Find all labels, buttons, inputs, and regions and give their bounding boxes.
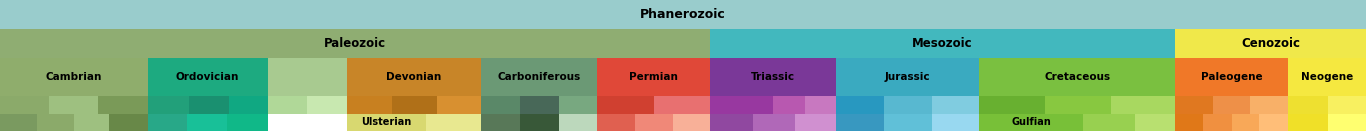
Bar: [0, 29, 710, 58]
Bar: [1259, 114, 1288, 131]
Bar: [710, 58, 836, 96]
Bar: [597, 96, 654, 114]
Bar: [979, 114, 1083, 131]
Bar: [932, 114, 979, 131]
Bar: [0, 96, 49, 114]
Bar: [654, 96, 710, 114]
Bar: [520, 114, 559, 131]
Bar: [673, 114, 710, 131]
Bar: [392, 96, 437, 114]
Text: Ordovician: Ordovician: [176, 72, 239, 82]
Bar: [109, 114, 148, 131]
Text: Devonian: Devonian: [387, 72, 441, 82]
Bar: [187, 114, 227, 131]
Bar: [1203, 114, 1232, 131]
Bar: [1083, 114, 1135, 131]
Bar: [227, 114, 268, 131]
Bar: [805, 96, 836, 114]
Bar: [347, 96, 392, 114]
Bar: [0, 114, 37, 131]
Bar: [268, 96, 307, 114]
Bar: [1111, 96, 1175, 114]
Bar: [0, 58, 148, 96]
Bar: [1175, 58, 1288, 96]
Text: Jurassic: Jurassic: [885, 72, 930, 82]
Bar: [1288, 114, 1328, 131]
Bar: [1250, 96, 1288, 114]
Text: Triassic: Triassic: [751, 72, 795, 82]
Bar: [1328, 96, 1366, 114]
Bar: [836, 96, 884, 114]
Bar: [559, 114, 597, 131]
Bar: [1175, 29, 1366, 58]
Bar: [932, 96, 979, 114]
Bar: [481, 114, 520, 131]
Bar: [773, 96, 805, 114]
Bar: [347, 58, 481, 96]
Bar: [884, 96, 932, 114]
Text: Cenozoic: Cenozoic: [1240, 37, 1300, 50]
Text: Paleozoic: Paleozoic: [324, 37, 387, 50]
Bar: [347, 114, 426, 131]
Bar: [437, 96, 481, 114]
Bar: [1213, 96, 1250, 114]
Bar: [307, 96, 347, 114]
Text: Carboniferous: Carboniferous: [497, 72, 581, 82]
Bar: [1232, 114, 1259, 131]
Text: Permian: Permian: [630, 72, 678, 82]
Bar: [520, 96, 559, 114]
Bar: [979, 58, 1175, 96]
Bar: [1045, 96, 1111, 114]
Bar: [481, 96, 520, 114]
Bar: [481, 58, 597, 96]
Bar: [0, 0, 1366, 29]
Bar: [189, 96, 229, 114]
Text: Phanerozoic: Phanerozoic: [641, 8, 725, 21]
Bar: [1328, 114, 1366, 131]
Text: Ulsterian: Ulsterian: [362, 118, 411, 127]
Bar: [979, 96, 1045, 114]
Bar: [1135, 114, 1175, 131]
Bar: [795, 114, 836, 131]
Text: Cretaceous: Cretaceous: [1044, 72, 1111, 82]
Text: Gulfian: Gulfian: [1011, 118, 1052, 127]
Bar: [753, 114, 795, 131]
Bar: [710, 96, 773, 114]
Bar: [884, 114, 932, 131]
Bar: [710, 29, 1175, 58]
Bar: [836, 114, 884, 131]
Bar: [148, 58, 268, 96]
Bar: [710, 114, 753, 131]
Bar: [37, 114, 74, 131]
Bar: [836, 58, 979, 96]
Bar: [268, 58, 347, 96]
Bar: [1288, 96, 1328, 114]
Bar: [1175, 114, 1203, 131]
Bar: [148, 114, 187, 131]
Text: Paleogene: Paleogene: [1201, 72, 1262, 82]
Bar: [597, 58, 710, 96]
Bar: [559, 96, 597, 114]
Bar: [635, 114, 673, 131]
Bar: [148, 96, 189, 114]
Bar: [426, 114, 481, 131]
Text: Cambrian: Cambrian: [45, 72, 102, 82]
Bar: [597, 114, 635, 131]
Bar: [98, 96, 148, 114]
Bar: [229, 96, 268, 114]
Text: Neogene: Neogene: [1300, 72, 1354, 82]
Bar: [74, 114, 109, 131]
Text: Mesozoic: Mesozoic: [912, 37, 973, 50]
Bar: [1288, 58, 1366, 96]
Bar: [1175, 96, 1213, 114]
Bar: [49, 96, 98, 114]
